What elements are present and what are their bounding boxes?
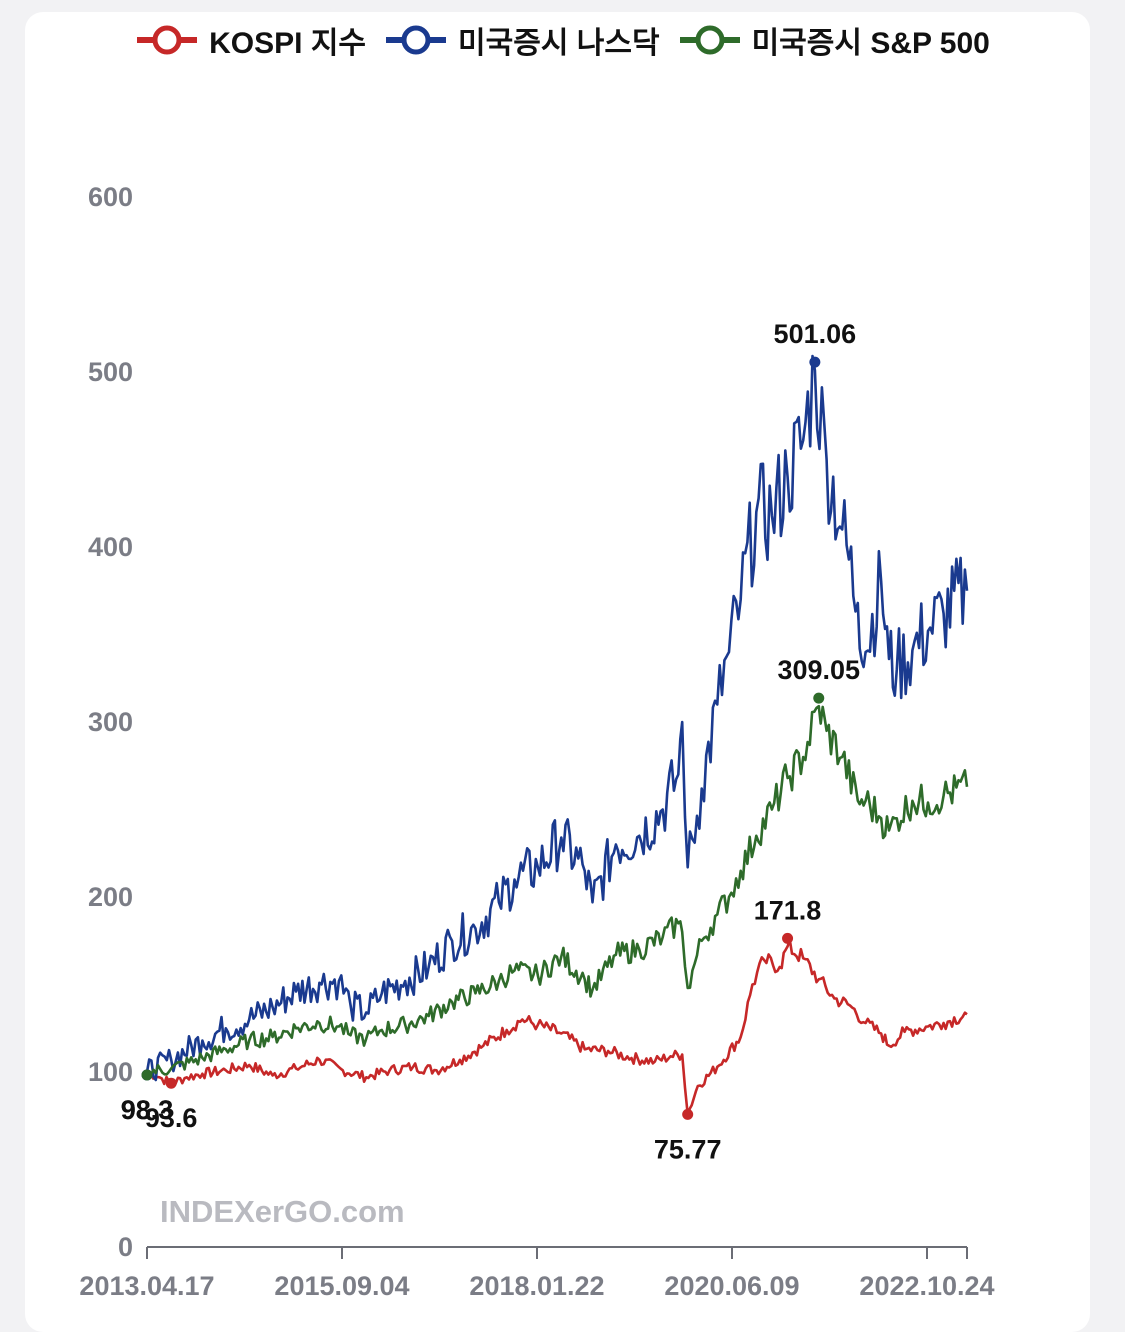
x-tick-label: 2015.09.04	[274, 1271, 409, 1301]
data-point-marker	[809, 356, 821, 368]
legend-item-sp500[interactable]: 미국증시 S&P 500	[678, 18, 990, 62]
legend-label-nasdaq: 미국증시 나스닥	[458, 27, 660, 60]
legend-sp500-marker-icon	[679, 25, 740, 55]
data-label: 75.77	[654, 1134, 722, 1164]
data-point-marker	[682, 1108, 694, 1120]
watermark: INDEXerGO.com	[160, 1194, 405, 1229]
legend-item-kospi[interactable]: KOSPI 지수	[135, 18, 366, 62]
series-line-0	[146, 938, 968, 1116]
data-point-marker	[141, 1069, 153, 1081]
y-tick-label: 600	[88, 182, 133, 212]
data-point-marker	[813, 692, 825, 704]
x-tick-label: 2020.06.09	[664, 1271, 799, 1301]
legend-kospi-marker-icon	[137, 25, 198, 55]
data-point-marker	[782, 932, 794, 944]
y-tick-label: 100	[88, 1057, 133, 1087]
legend: KOSPI 지수 미국증시 나스닥 미국증시 S&P 500	[0, 18, 1125, 62]
x-tick-label: 2013.04.17	[79, 1271, 214, 1301]
data-label: 93.6	[145, 1103, 198, 1133]
y-tick-label: 300	[88, 707, 133, 737]
data-label: 501.06	[774, 319, 857, 349]
x-tick-label: 2022.10.24	[859, 1271, 994, 1301]
y-tick-label: 200	[88, 882, 133, 912]
data-label: 98.3	[121, 1095, 174, 1125]
data-point-marker	[165, 1077, 177, 1089]
y-tick-label: 400	[88, 532, 133, 562]
chart-card	[25, 12, 1090, 1332]
x-tick-label: 2018.01.22	[469, 1271, 604, 1301]
series-line-1	[145, 354, 969, 1082]
legend-label-kospi: KOSPI 지수	[209, 27, 367, 60]
legend-label-sp500: 미국증시 S&P 500	[751, 27, 990, 60]
legend-item-nasdaq[interactable]: 미국증시 나스닥	[384, 18, 660, 62]
y-tick-label: 500	[88, 357, 133, 387]
data-label: 171.8	[754, 895, 822, 925]
legend-nasdaq-marker-icon	[386, 25, 447, 55]
data-label: 309.05	[777, 655, 860, 685]
series-line-2	[145, 704, 969, 1080]
data-label: 98.3	[121, 1095, 174, 1125]
y-tick-label: 0	[118, 1232, 133, 1262]
